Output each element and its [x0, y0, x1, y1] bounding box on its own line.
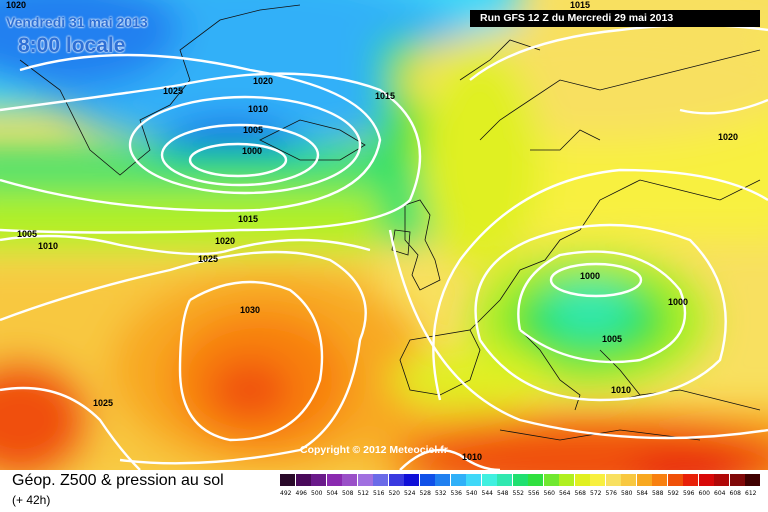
- scale-swatch: [280, 474, 295, 486]
- coastlines: [19, 4, 761, 441]
- scale-swatch: [528, 474, 543, 486]
- isobar-label: 1015: [570, 0, 590, 10]
- scale-swatch: [652, 474, 667, 486]
- z500-color-field: [0, 0, 768, 470]
- scale-swatch: [621, 474, 636, 486]
- legend-title: Géop. Z500 & pression au sol: [12, 472, 224, 489]
- scale-swatch: [667, 474, 683, 486]
- scale-label: 612: [745, 490, 757, 497]
- isobar-label: 1025: [93, 398, 113, 408]
- color-scale: [280, 474, 761, 486]
- scale-label: 560: [543, 490, 555, 497]
- model-run-label: Run GFS 12 Z du Mercredi 29 mai 2013: [470, 10, 760, 27]
- scale-swatch: [574, 474, 590, 486]
- scale-swatch: [698, 474, 714, 486]
- scale-label: 564: [559, 490, 571, 497]
- isobar-label: 1000: [668, 297, 688, 307]
- isobar-label: 1020: [253, 76, 273, 86]
- isobar-label: 1015: [375, 91, 395, 101]
- isobar-label: 1010: [611, 385, 631, 395]
- scale-label: 592: [667, 490, 679, 497]
- isobar-label: 1020: [215, 236, 235, 246]
- isobar-label: 1005: [243, 125, 263, 135]
- scale-swatch: [559, 474, 574, 486]
- scale-swatch: [729, 474, 745, 486]
- scale-swatch: [435, 474, 450, 486]
- isobar-label: 1000: [580, 271, 600, 281]
- scale-swatch: [295, 474, 311, 486]
- isobar-label: 1010: [38, 241, 58, 251]
- scale-swatch: [605, 474, 621, 486]
- scale-swatch: [636, 474, 652, 486]
- geopotential-map: 1020 1025 1020 1010 1005 1000 1015 1015 …: [0, 0, 768, 470]
- scale-label: 540: [466, 490, 478, 497]
- scale-label: 508: [342, 490, 354, 497]
- scale-label: 588: [652, 490, 664, 497]
- color-scale-labels: 492 496 500 504 508 512 516 520 524 528 532 536 540 5…: [280, 490, 761, 497]
- scale-swatch: [404, 474, 419, 486]
- scale-label: 504: [326, 490, 338, 497]
- scale-swatch: [419, 474, 435, 486]
- scale-label: 552: [512, 490, 524, 497]
- scale-swatch: [388, 474, 404, 486]
- isobar-label: 1020: [718, 132, 738, 142]
- scale-label: 516: [373, 490, 385, 497]
- scale-label: 580: [621, 490, 633, 497]
- isobar-label: 1025: [163, 86, 183, 96]
- legend-footer: Géop. Z500 & pression au sol (+ 42h) 492…: [0, 470, 768, 512]
- scale-swatch: [512, 474, 528, 486]
- scale-label: 556: [528, 490, 540, 497]
- isobar-label: 1030: [240, 305, 260, 315]
- scale-label: 572: [590, 490, 602, 497]
- scale-swatch: [590, 474, 605, 486]
- isobar-label: 1010: [462, 452, 482, 462]
- forecast-time: 8:00 locale: [18, 34, 126, 57]
- scale-label: 528: [419, 490, 431, 497]
- isobars: [0, 23, 768, 470]
- scale-swatch: [373, 474, 388, 486]
- isobar-label: 1010: [248, 104, 268, 114]
- scale-label: 500: [311, 490, 323, 497]
- scale-swatch: [326, 474, 342, 486]
- isobar-label: 1025: [198, 254, 218, 264]
- scale-label: 512: [357, 490, 369, 497]
- scale-label: 584: [636, 490, 648, 497]
- forecast-date: Vendredi 31 mai 2013: [6, 14, 148, 30]
- isobar-label: 1020: [6, 0, 26, 10]
- scale-swatch: [481, 474, 497, 486]
- isobar-label: 1000: [242, 146, 262, 156]
- scale-label: 608: [729, 490, 741, 497]
- scale-swatch: [450, 474, 466, 486]
- isobar-label: 1015: [238, 214, 258, 224]
- scale-label: 568: [574, 490, 586, 497]
- scale-swatch: [311, 474, 326, 486]
- scale-swatch: [357, 474, 373, 486]
- scale-label: 532: [435, 490, 447, 497]
- scale-label: 496: [295, 490, 307, 497]
- scale-swatch: [497, 474, 512, 486]
- isobar-labels: 1020 1025 1020 1010 1005 1000 1015 1015 …: [6, 0, 738, 462]
- scale-label: 548: [497, 490, 509, 497]
- scale-label: 596: [683, 490, 695, 497]
- scale-swatch: [466, 474, 481, 486]
- legend-subtitle: (+ 42h): [12, 493, 51, 507]
- scale-swatch: [342, 474, 357, 486]
- scale-swatch: [714, 474, 729, 486]
- isobar-label: 1005: [602, 334, 622, 344]
- scale-swatch: [543, 474, 559, 486]
- scale-label: 492: [280, 490, 292, 497]
- scale-label: 604: [714, 490, 726, 497]
- scale-label: 576: [605, 490, 617, 497]
- isobar-label: 1005: [17, 229, 37, 239]
- scale-label: 536: [450, 490, 462, 497]
- scale-swatch: [745, 474, 760, 486]
- copyright-notice: Copyright © 2012 Meteociel.fr: [300, 444, 448, 456]
- scale-label: 524: [404, 490, 416, 497]
- scale-label: 520: [388, 490, 400, 497]
- scale-label: 544: [481, 490, 493, 497]
- scale-label: 600: [698, 490, 710, 497]
- scale-swatch: [683, 474, 698, 486]
